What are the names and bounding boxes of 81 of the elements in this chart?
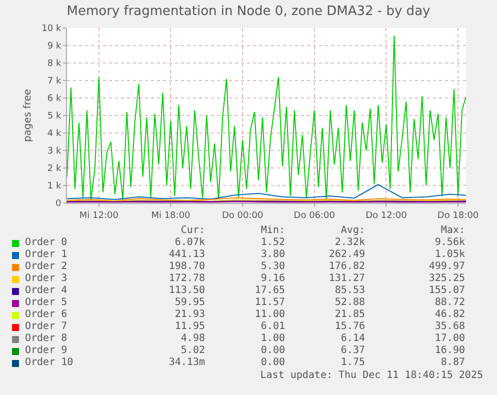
- text: 0.00: [260, 357, 285, 369]
- text: 3.80: [260, 249, 285, 261]
- legend-label: Order 2: [25, 261, 68, 273]
- legend-label: Order 3: [25, 273, 68, 285]
- text: 6.07k: [174, 237, 205, 249]
- text: 6.14: [340, 333, 365, 345]
- text: 1.05k: [434, 249, 465, 261]
- y-tick-label: 7 k: [47, 76, 62, 87]
- y-tick-label: 4 k: [47, 129, 62, 140]
- y-tick-label: 3 k: [47, 146, 62, 157]
- text: 441.13: [168, 249, 205, 261]
- x-tick-label: Do 18:00: [437, 210, 479, 221]
- text: 17.65: [254, 285, 285, 297]
- legend-label: Order 8: [25, 333, 68, 345]
- y-tick-label: 2 k: [47, 164, 62, 174]
- legend-label: Order 5: [25, 297, 68, 309]
- text: 176.82: [328, 261, 365, 273]
- text: 59.95: [174, 297, 205, 309]
- text: 11.57: [254, 297, 285, 309]
- y-tick-label: 6 k: [47, 94, 62, 104]
- line-series: [67, 184, 466, 200]
- y-tick-label: 9 k: [47, 42, 62, 52]
- x-tick-label: Mi 18:00: [151, 210, 191, 221]
- text: 34.13m: [168, 357, 205, 369]
- text: 9.16: [260, 273, 285, 285]
- line-series: [67, 35, 466, 200]
- text: 35.68: [434, 321, 465, 333]
- legend-label: Order 9: [25, 345, 68, 357]
- legend-label: Order 1: [25, 249, 68, 261]
- text: 1.75: [340, 357, 365, 369]
- text: 2.32k: [334, 237, 365, 249]
- text: 0.00: [260, 345, 285, 357]
- text: Min:: [260, 225, 285, 237]
- text: 52.88: [334, 297, 365, 309]
- text: 4.98: [180, 333, 205, 345]
- legend-label: Order 4: [25, 285, 68, 297]
- text: 5.30: [260, 261, 285, 273]
- text: 1.52: [260, 237, 285, 249]
- y-tick-label: 1 k: [47, 182, 62, 192]
- legend-label: Order 7: [25, 321, 68, 333]
- y-tick-label: 8 k: [47, 59, 62, 70]
- text: 172.78: [168, 273, 205, 285]
- chart-title: Memory fragmentation in Node 0, zone DMA32 - by day: [66, 4, 431, 20]
- text: Last update: Thu Dec 11 18:40:15 2025: [259, 369, 484, 382]
- text: 5.02: [180, 345, 205, 357]
- text: 17.00: [434, 333, 465, 345]
- y-tick-label: 10 k: [42, 24, 62, 34]
- text: 85.53: [334, 285, 365, 297]
- text: 198.70: [168, 261, 205, 273]
- legend-label: Order 10: [25, 357, 74, 369]
- text: 46.82: [434, 309, 465, 321]
- text: 6.37: [340, 345, 365, 357]
- text: 11.95: [174, 321, 205, 333]
- y-tick-label: 5 k: [47, 112, 62, 122]
- x-tick-label: Mi 12:00: [79, 210, 119, 221]
- text: 88.72: [434, 297, 465, 309]
- text: 131.27: [328, 273, 365, 285]
- y-tick-label: 0: [55, 199, 62, 210]
- text: 8.87: [440, 357, 465, 369]
- text: 21.85: [334, 309, 365, 321]
- text: Cur:: [180, 225, 205, 237]
- x-tick-label: Do 06:00: [294, 210, 336, 221]
- text: 6.01: [260, 321, 285, 333]
- text: 325.25: [428, 273, 465, 285]
- text: 262.49: [328, 249, 365, 261]
- legend-label: Order 6: [25, 309, 68, 321]
- x-tick-label: Do 12:00: [366, 210, 408, 221]
- text: 15.76: [334, 321, 365, 333]
- text: 11.00: [254, 309, 285, 321]
- text: 21.93: [174, 309, 205, 321]
- text: 16.90: [434, 345, 465, 357]
- text: Avg:: [340, 225, 365, 237]
- y-axis-title: pages free: [22, 88, 34, 142]
- text: 1.00: [260, 333, 285, 345]
- text: 155.07: [428, 285, 465, 297]
- text: Max:: [440, 225, 465, 237]
- x-tick-label: Do 00:00: [222, 210, 264, 221]
- text: 9.56k: [434, 237, 465, 249]
- legend-label: Order 0: [25, 237, 68, 249]
- text: 499.97: [428, 261, 465, 273]
- text: 113.50: [168, 285, 205, 297]
